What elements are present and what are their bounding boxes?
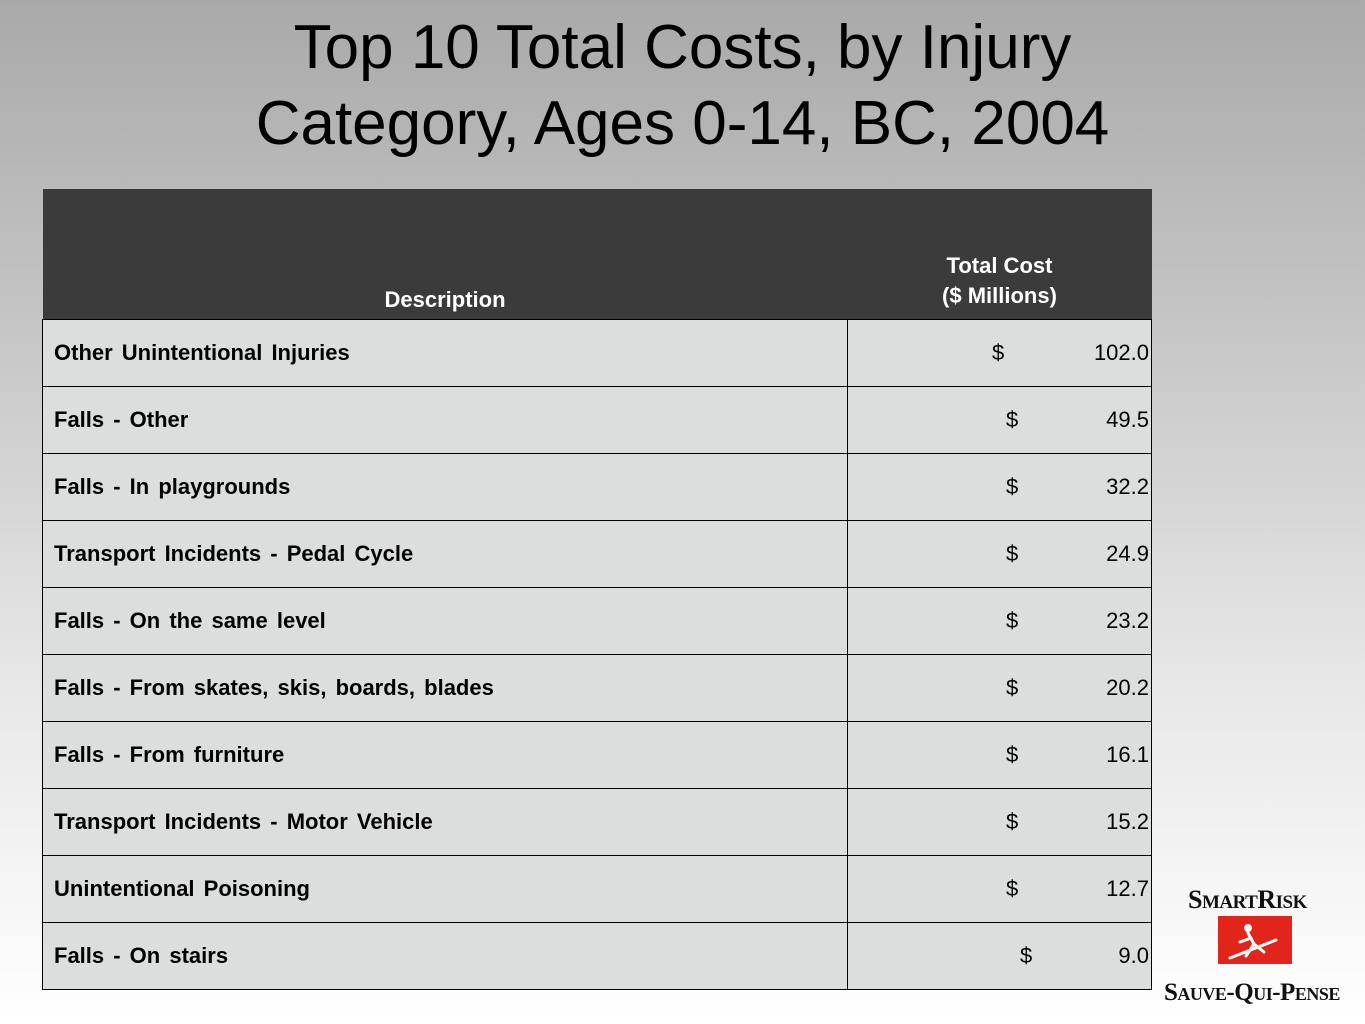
row-cost: $ 24.9 xyxy=(847,520,1152,588)
row-description: Unintentional Poisoning xyxy=(42,855,848,923)
svg-text:SAUVE-QUI-PENSE: SAUVE-QUI-PENSE xyxy=(1164,979,1340,1006)
cost-value: 32.2 xyxy=(1106,474,1149,499)
description-column-header: Description xyxy=(42,189,848,320)
cost-table: Description Total Cost ($ Millions) Othe… xyxy=(42,189,1152,990)
title-line-1: Top 10 Total Costs, by Injury xyxy=(293,13,1072,82)
row-description: Transport Incidents - Motor Vehicle xyxy=(42,788,848,856)
row-cost: $ 102.0 xyxy=(847,319,1152,387)
cost-value: 20.2 xyxy=(1106,675,1149,700)
currency-symbol: $ xyxy=(1006,675,1019,700)
total-cost-header-line-1: Total Cost xyxy=(946,253,1053,278)
row-description: Other Unintentional Injuries xyxy=(42,319,848,387)
table-row: Falls - Other $ 49.5 xyxy=(42,386,1152,454)
currency-symbol: $ xyxy=(1006,407,1019,432)
row-cost: $ 12.7 xyxy=(847,855,1152,923)
cost-value: 16.1 xyxy=(1106,742,1149,767)
currency-symbol: $ xyxy=(992,340,1005,365)
cost-value: 9.0 xyxy=(1118,943,1149,968)
row-cost: $ 32.2 xyxy=(847,453,1152,521)
table-row: Falls - In playgrounds $ 32.2 xyxy=(42,453,1152,521)
table-row: Falls - From furniture $ 16.1 xyxy=(42,721,1152,789)
cost-value: 102.0 xyxy=(1093,340,1149,365)
row-cost: $ 9.0 xyxy=(847,922,1152,990)
cost-value: 15.2 xyxy=(1106,809,1149,834)
currency-symbol: $ xyxy=(1006,876,1019,901)
table-row: Falls - On stairs $ 9.0 xyxy=(42,922,1152,990)
row-cost: $ 23.2 xyxy=(847,587,1152,655)
logo-badge xyxy=(1218,916,1292,964)
table-row: Falls - On the same level $ 23.2 xyxy=(42,587,1152,655)
table-row: Transport Incidents - Pedal Cycle $ 24.9 xyxy=(42,520,1152,588)
smartrisk-logo-graphic: SMARTRISK SAUVE-QUI-PENSE xyxy=(1164,885,1341,1006)
table-row: Other Unintentional Injuries $ 102.0 xyxy=(42,319,1152,387)
row-description: Falls - In playgrounds xyxy=(42,453,848,521)
row-description: Falls - Other xyxy=(42,386,848,454)
title-line-2: Category, Ages 0-14, BC, 2004 xyxy=(255,89,1110,158)
currency-symbol: $ xyxy=(1006,608,1019,633)
slide-title: Top 10 Total Costs, by Injury Category, … xyxy=(0,10,1365,162)
cost-value: 23.2 xyxy=(1106,608,1149,633)
row-description: Transport Incidents - Pedal Cycle xyxy=(42,520,848,588)
currency-symbol: $ xyxy=(1006,541,1019,566)
row-description: Falls - On stairs xyxy=(42,922,848,990)
currency-symbol: $ xyxy=(1006,474,1019,499)
smartrisk-logo: SMARTRISK SAUVE-QUI-PENSE xyxy=(1160,878,1350,1008)
row-description: Falls - On the same level xyxy=(42,587,848,655)
table-row: Transport Incidents - Motor Vehicle $ 15… xyxy=(42,788,1152,856)
cost-value: 12.7 xyxy=(1106,876,1149,901)
table-row: Falls - From skates, skis, boards, blade… xyxy=(42,654,1152,722)
row-description: Falls - From skates, skis, boards, blade… xyxy=(42,654,848,722)
row-cost: $ 16.1 xyxy=(847,721,1152,789)
cost-value: 49.5 xyxy=(1106,407,1149,432)
row-cost: $ 49.5 xyxy=(847,386,1152,454)
table-header-row: Description Total Cost ($ Millions) xyxy=(42,189,1152,320)
svg-text:SMARTRISK: SMARTRISK xyxy=(1188,885,1308,914)
cost-value: 24.9 xyxy=(1106,541,1149,566)
currency-symbol: $ xyxy=(1006,809,1019,834)
currency-symbol: $ xyxy=(1020,943,1033,968)
skier-figure-icon xyxy=(1228,924,1278,960)
currency-symbol: $ xyxy=(1006,742,1019,767)
row-cost: $ 20.2 xyxy=(847,654,1152,722)
table-row: Unintentional Poisoning $ 12.7 xyxy=(42,855,1152,923)
row-cost: $ 15.2 xyxy=(847,788,1152,856)
total-cost-column-header: Total Cost ($ Millions) xyxy=(847,189,1152,320)
row-description: Falls - From furniture xyxy=(42,721,848,789)
total-cost-header-line-2: ($ Millions) xyxy=(942,283,1057,308)
